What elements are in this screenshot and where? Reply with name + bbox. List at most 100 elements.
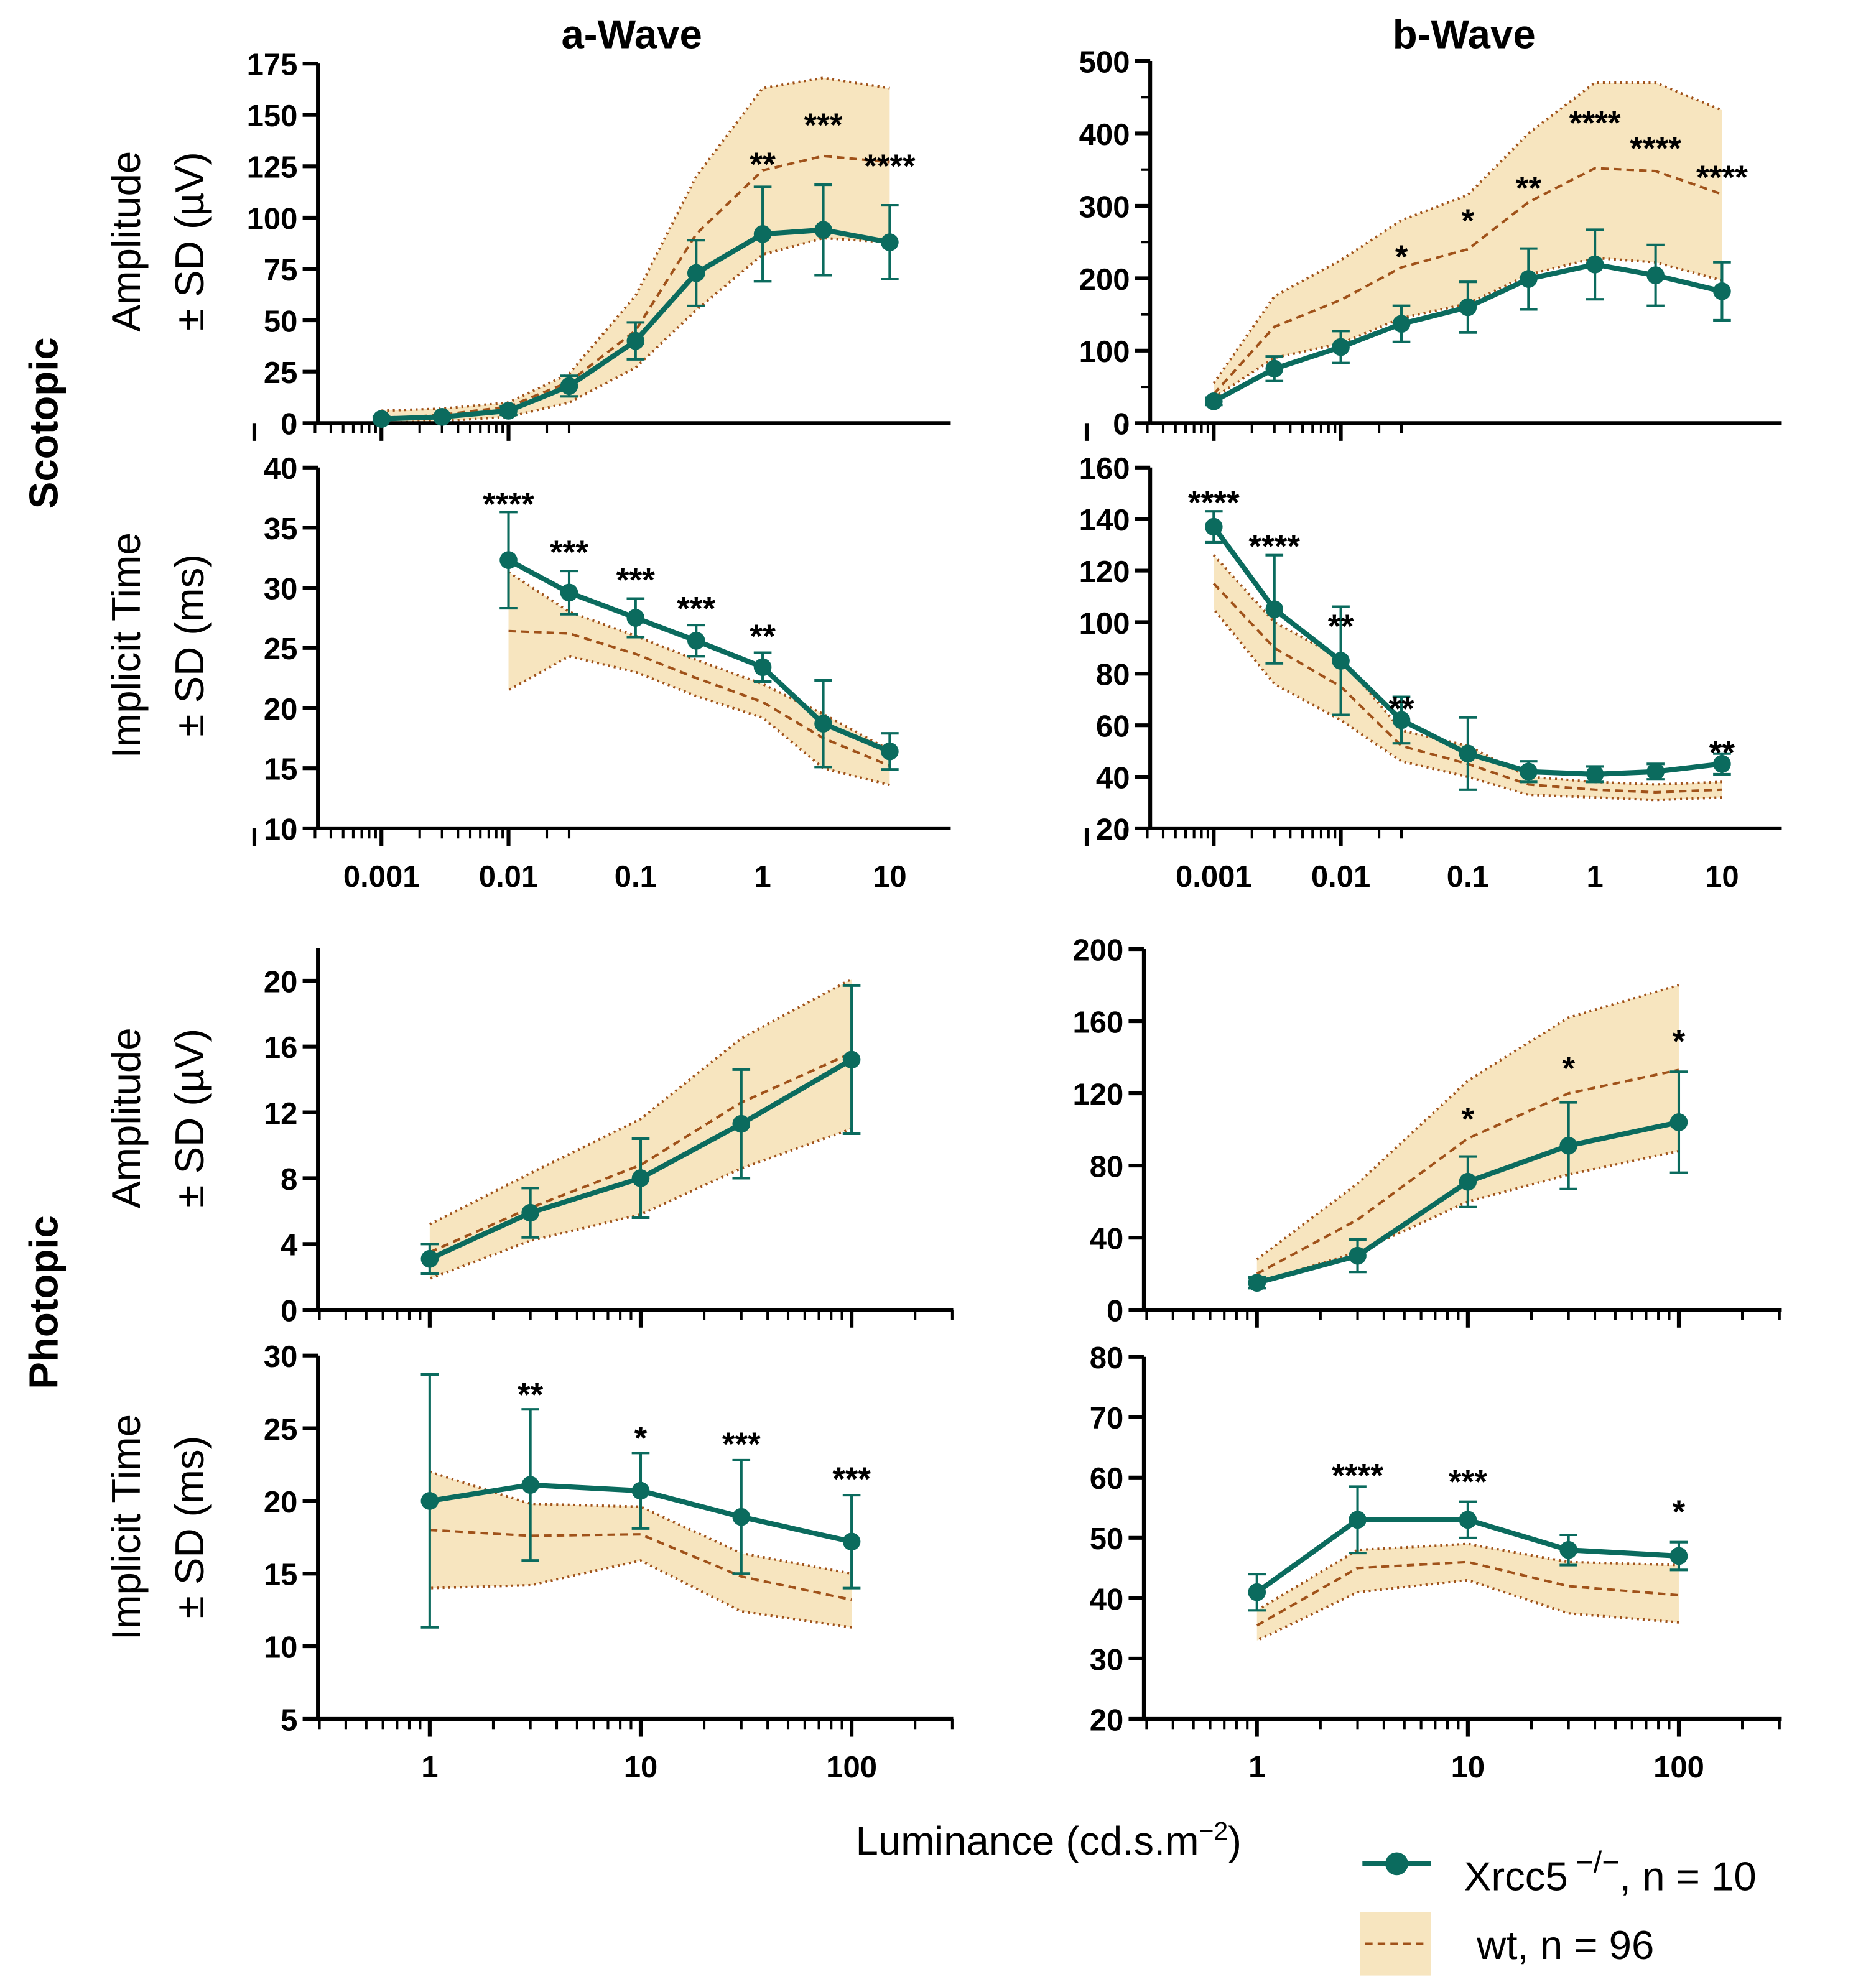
ko-data-point (1669, 1547, 1688, 1565)
svg-text:Amplitude: Amplitude (103, 151, 149, 332)
y-tick-label: 80 (1090, 1341, 1124, 1375)
ko-data-point (881, 742, 899, 761)
y-tick-label: 5 (281, 1703, 297, 1737)
significance-label: * (1462, 1101, 1475, 1137)
y-tick-label: 20 (264, 693, 298, 726)
y-tick-label: 400 (1079, 118, 1130, 152)
significance-label: *** (616, 562, 655, 598)
y-tick-label: 140 (1079, 504, 1130, 537)
ko-data-point (1559, 1136, 1577, 1155)
x-tick-label: 0.01 (479, 860, 538, 894)
y-tick-label: 30 (1090, 1643, 1124, 1677)
x-tick-label: 0.01 (1311, 860, 1370, 894)
x-tick-label: 0.001 (1176, 860, 1252, 894)
wt-mean-line (429, 1529, 852, 1601)
y-tick-label: 35 (264, 512, 298, 546)
y-tick-label: 120 (1072, 1078, 1123, 1111)
wt-upper-sd-line (429, 1470, 852, 1575)
wt-upper-sd-line (1212, 554, 1722, 786)
wt-sd-band (381, 78, 890, 424)
svg-text:Implicit Time: Implicit Time (103, 1414, 149, 1640)
ko-data-point (1332, 652, 1350, 670)
ko-data-point (732, 1114, 751, 1133)
svg-text:± SD (µV): ± SD (µV) (167, 152, 212, 331)
ko-data-point (1392, 315, 1411, 333)
ko-data-point (1265, 600, 1284, 618)
significance-label: ** (1388, 691, 1414, 728)
y-tick-label: 16 (264, 1031, 298, 1065)
y-tick-label: 30 (264, 573, 298, 606)
y-tick-label: 80 (1096, 659, 1130, 692)
x-tick-label: 10 (1451, 1751, 1485, 1784)
wt-mean-line (1256, 1560, 1679, 1627)
x-tick-label: 10 (873, 860, 907, 894)
ko-data-point (521, 1476, 539, 1494)
y-tick-label: 12 (264, 1097, 298, 1131)
ko-data-point (687, 264, 705, 282)
y-tick-label: 50 (1090, 1522, 1124, 1556)
ko-data-point (1646, 266, 1665, 285)
y-tick-label: 120 (1079, 555, 1130, 589)
ko-data-point (1248, 1274, 1266, 1292)
wt-sd-band (429, 1471, 852, 1628)
y-tick-label: 300 (1079, 190, 1130, 224)
ko-data-point (433, 408, 452, 426)
wt-mean-line (429, 1052, 852, 1254)
y-tick-label: 30 (264, 1340, 298, 1374)
significance-label: **** (1188, 484, 1240, 521)
x-tick-label: 1 (1587, 860, 1604, 894)
wt-lower-sd-line (508, 655, 890, 787)
ko-data-point (814, 715, 832, 733)
x-axis-label: Luminance (cd.s.m−2) (855, 1817, 1241, 1864)
significance-label: **** (1630, 130, 1681, 167)
significance-label: **** (864, 148, 916, 185)
wt-sd-band (429, 979, 852, 1279)
col-title-b-wave: b-Wave (1393, 12, 1536, 57)
significance-label: *** (722, 1426, 761, 1463)
significance-label: * (1562, 1050, 1575, 1087)
y-tick-label: 20 (264, 1486, 298, 1519)
wt-upper-sd-line (1256, 1542, 1679, 1612)
wt-mean-line (381, 154, 890, 420)
significance-label: * (1673, 1024, 1686, 1060)
wt-lower-sd-line (429, 1559, 852, 1629)
ko-data-point (1204, 517, 1223, 536)
y-tick-label: 160 (1079, 452, 1130, 486)
y-tick-label: 10 (264, 813, 298, 846)
significance-label: **** (483, 486, 534, 522)
legend-wt-label: wt, n = 96 (1476, 1922, 1654, 1968)
y-tick-label: 70 (1090, 1402, 1124, 1435)
x-tick-label: 1 (421, 1751, 438, 1784)
row-title-photopic: Photopic (21, 1215, 66, 1389)
ylabel-phot-time: Implicit Time ± SD (ms) (103, 1414, 212, 1640)
y-tick-label: 60 (1096, 710, 1130, 744)
ko-data-point (1520, 762, 1538, 781)
ko-data-point (1349, 1511, 1367, 1529)
significance-label: * (1462, 203, 1475, 239)
ko-data-point (499, 402, 518, 420)
y-tick-label: 125 (247, 151, 298, 185)
significance-label: ** (750, 618, 776, 655)
ko-data-point (842, 1532, 861, 1551)
significance-label: * (1673, 1494, 1686, 1531)
y-tick-label: 60 (1090, 1462, 1124, 1496)
significance-label: **** (1332, 1458, 1383, 1494)
x-tick-label: 0.1 (615, 860, 657, 894)
row-title-scotopic: Scotopic (21, 337, 66, 509)
significance-label: ** (1709, 734, 1735, 771)
ko-data-point (1669, 1113, 1688, 1131)
x-tick-label: 1 (1248, 1751, 1265, 1784)
y-tick-label: 75 (264, 254, 298, 287)
wt-sd-band (1256, 985, 1679, 1283)
x-tick-label: 10 (1705, 860, 1739, 894)
y-tick-label: 500 (1079, 45, 1130, 79)
significance-label: ** (1516, 170, 1542, 207)
significance-label: *** (677, 591, 715, 628)
ko-data-point (687, 631, 705, 650)
